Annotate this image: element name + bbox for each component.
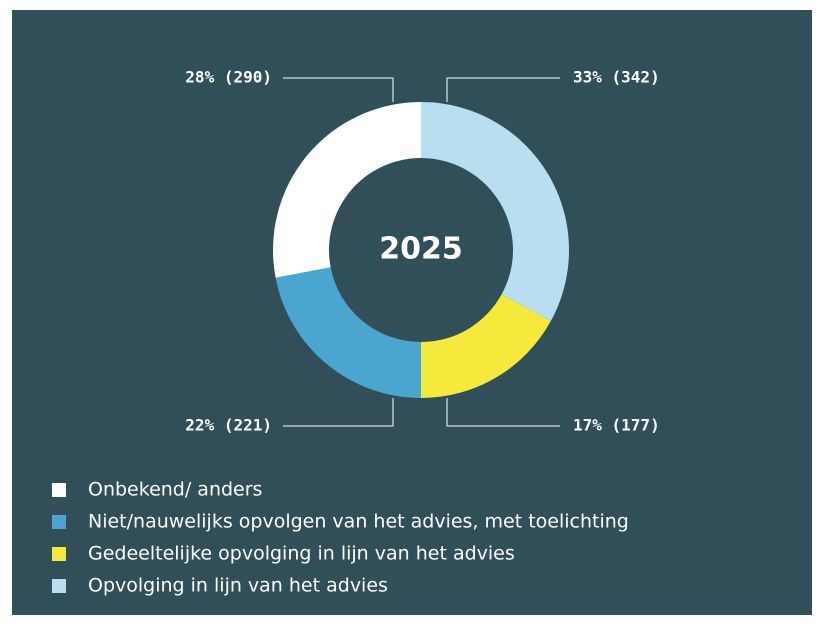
chart-title: 2025 [379,232,463,267]
legend-label: Opvolging in lijn van het advies [88,575,388,597]
value-label: 28% (290) [185,68,272,87]
legend-label: Niet/nauwelijks opvolgen van het advies,… [88,511,629,533]
legend-swatch [52,547,66,561]
donut-slice [273,102,421,278]
leader-line [446,77,560,102]
value-label: 22% (221) [185,416,272,435]
leader-line [283,77,394,102]
donut-slice [421,294,551,398]
value-label: 17% (177) [573,416,660,435]
donut-slice [421,102,569,322]
legend-swatch [52,483,66,497]
value-label: 33% (342) [573,68,660,87]
leader-line [446,398,560,427]
legend-label: Gedeeltelijke opvolging in lijn van het … [88,543,515,565]
legend-swatch [52,515,66,529]
leader-line [283,398,394,427]
donut-slice [275,267,421,398]
legend-swatch [52,579,66,593]
legend-label: Onbekend/ anders [88,479,262,501]
